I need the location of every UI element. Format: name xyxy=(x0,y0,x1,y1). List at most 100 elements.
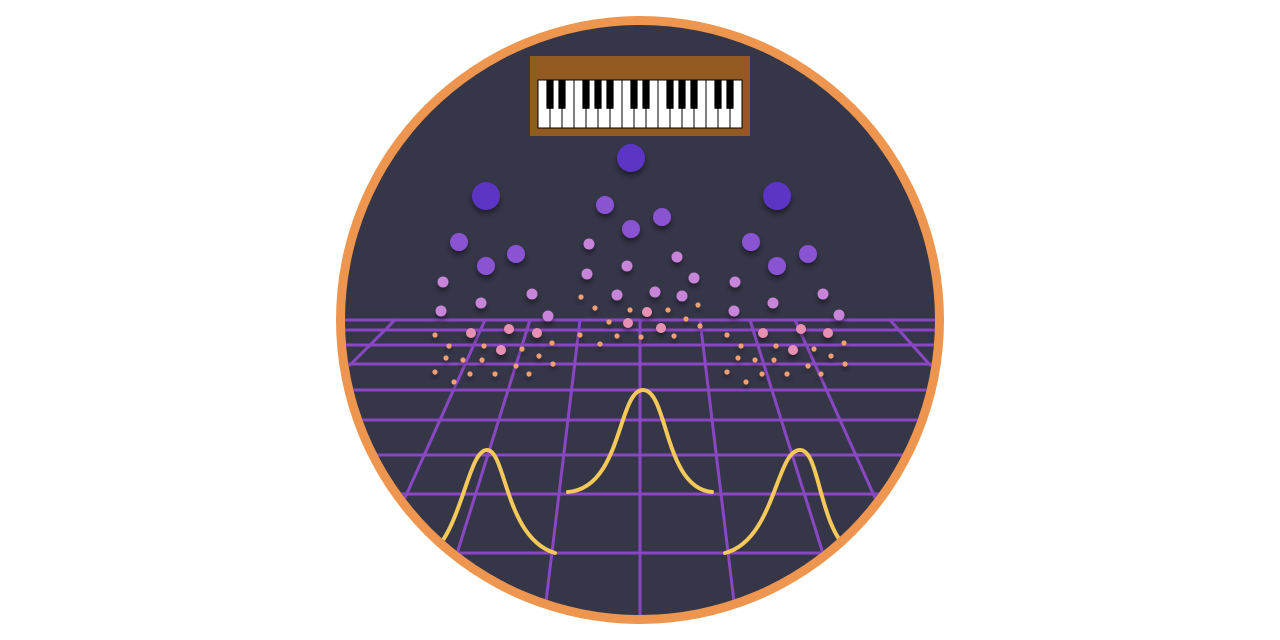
note-particle-icon xyxy=(466,328,476,338)
note-particle-icon xyxy=(450,233,468,251)
note-particle-icon xyxy=(451,379,457,385)
piano-black-key xyxy=(606,80,614,109)
note-particle-icon xyxy=(623,318,633,328)
note-particle-icon xyxy=(519,346,525,352)
note-particle-icon xyxy=(653,208,671,226)
note-particle-icon xyxy=(592,305,598,311)
piano-black-key xyxy=(594,80,602,109)
note-particle-icon xyxy=(768,257,786,275)
grid-line-radial xyxy=(348,318,397,367)
grid-line-radial xyxy=(393,318,487,522)
note-particle-icon xyxy=(767,297,779,309)
note-particle-icon xyxy=(738,343,744,349)
note-particle-icon xyxy=(627,307,633,313)
grid-line-radial xyxy=(453,318,532,562)
note-particle-icon xyxy=(492,371,498,377)
note-particle-icon xyxy=(542,310,554,322)
note-particle-icon xyxy=(728,305,740,317)
note-particle-icon xyxy=(513,363,519,369)
note-particle-icon xyxy=(467,371,473,377)
note-particle-icon xyxy=(773,343,779,349)
note-particle-icon xyxy=(638,334,644,340)
piano-black-key xyxy=(642,80,650,109)
note-particle-icon xyxy=(752,357,758,363)
note-particle-icon xyxy=(763,182,791,210)
note-particle-icon xyxy=(446,343,452,349)
bell-curve-icon xyxy=(566,387,714,494)
note-particle-icon xyxy=(676,290,688,302)
note-particle-icon xyxy=(481,343,487,349)
note-particle-icon xyxy=(526,288,538,300)
piano-black-key xyxy=(558,80,566,109)
grid-line-radial xyxy=(698,318,737,612)
note-particle-icon xyxy=(432,369,438,375)
note-particle-icon xyxy=(724,332,730,338)
note-particle-icon xyxy=(477,257,495,275)
bell-curves xyxy=(428,387,852,557)
note-particle-icon xyxy=(475,297,487,309)
grid-line-radial xyxy=(543,318,582,612)
grid-line-radial xyxy=(345,406,347,422)
piano-black-key xyxy=(714,80,722,109)
piano-black-key xyxy=(666,80,674,109)
note-particle-icon xyxy=(743,379,749,385)
note-particle-icon xyxy=(507,245,525,263)
note-particle-icon xyxy=(611,289,623,301)
note-particle-icon xyxy=(606,319,612,325)
note-particle-icon xyxy=(460,357,466,363)
note-particle-icon xyxy=(842,361,848,367)
note-particle-icon xyxy=(504,324,514,334)
piano-black-key xyxy=(690,80,698,109)
note-particle-icon xyxy=(841,340,847,346)
bell-curve-icon xyxy=(723,447,852,555)
piano-black-key xyxy=(630,80,638,109)
note-particle-icon xyxy=(688,272,700,284)
note-particle-icon xyxy=(695,302,701,308)
note-particle-icon xyxy=(581,268,593,280)
note-particle-icon xyxy=(617,144,645,172)
perspective-grid xyxy=(345,318,935,615)
note-particle-icon xyxy=(811,346,817,352)
note-particle-icon xyxy=(536,353,542,359)
note-particle-icon xyxy=(622,220,640,238)
piano-black-key xyxy=(546,80,554,109)
note-particle-icon xyxy=(472,182,500,210)
note-particle-icon xyxy=(823,328,833,338)
note-particle-icon xyxy=(578,294,584,300)
piano-keyboard-icon xyxy=(530,56,750,136)
grid-line-radial xyxy=(748,318,827,562)
note-particle-icon xyxy=(724,369,730,375)
note-particle-icon xyxy=(435,305,447,317)
note-particle-icon xyxy=(683,316,689,322)
note-particle-icon xyxy=(818,371,824,377)
note-particle-icon xyxy=(656,323,666,333)
note-particle-icon xyxy=(597,341,603,347)
note-particle-icon xyxy=(817,288,829,300)
note-particle-icon xyxy=(788,345,798,355)
note-particle-icon xyxy=(550,361,556,367)
grid-line-radial xyxy=(345,418,347,472)
note-particle-icon xyxy=(799,245,817,263)
piano-black-key xyxy=(582,80,590,109)
note-particle-icon xyxy=(735,355,741,361)
note-particle-icon xyxy=(649,286,661,298)
note-particle-icon xyxy=(437,276,449,288)
note-particle-icon xyxy=(697,323,703,329)
note-particle-icon xyxy=(828,353,834,359)
piano-black-key xyxy=(726,80,734,109)
bell-curve-icon xyxy=(428,447,557,557)
note-particle-icon xyxy=(758,328,768,338)
note-particle-icon xyxy=(596,196,614,214)
note-particle-icon xyxy=(614,333,620,339)
note-particle-icon xyxy=(805,363,811,369)
note-particle-icon xyxy=(479,357,485,363)
particle-cloud xyxy=(432,144,848,385)
note-particle-icon xyxy=(432,332,438,338)
note-particle-icon xyxy=(729,276,741,288)
note-particle-icon xyxy=(671,251,683,263)
note-particle-icon xyxy=(621,260,633,272)
note-particle-icon xyxy=(742,233,760,251)
note-particle-icon xyxy=(532,328,542,338)
note-particle-icon xyxy=(671,333,677,339)
